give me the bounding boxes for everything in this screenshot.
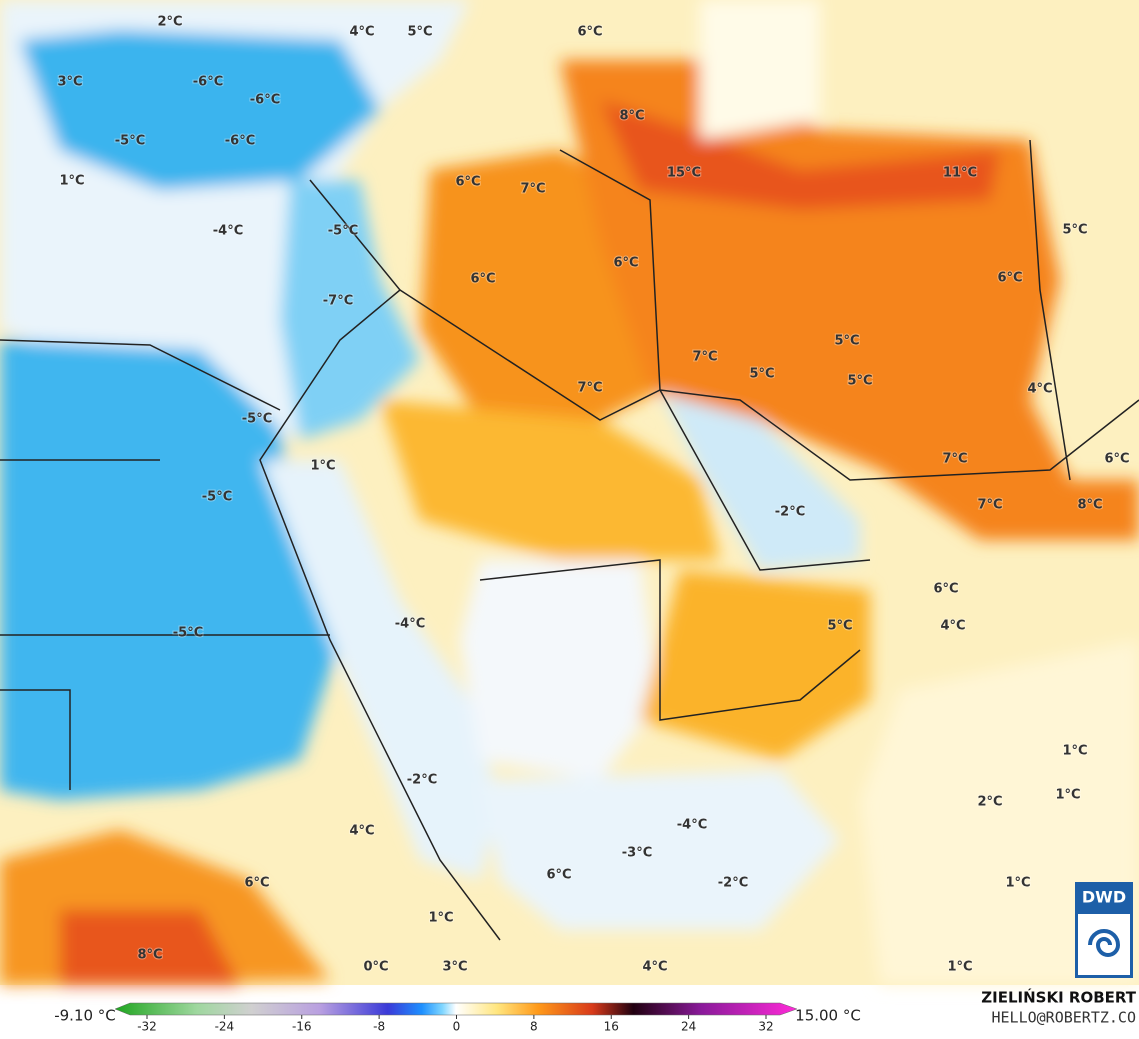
logo-text: DWD	[1082, 888, 1126, 907]
temperature-label: 5°C	[834, 334, 859, 349]
min-label: -9.10 °C	[54, 1007, 116, 1025]
temperature-label: 6°C	[244, 876, 269, 891]
temperature-label: 1°C	[1005, 876, 1030, 891]
colorbar-tick-label: -8	[373, 1020, 385, 1034]
temperature-label: -6°C	[193, 75, 223, 90]
temperature-label: -2°C	[775, 505, 805, 520]
temperature-label: 6°C	[455, 175, 480, 190]
temperature-label: 1°C	[428, 911, 453, 926]
logo-swirl	[1088, 929, 1121, 957]
temperature-label: -5°C	[328, 224, 358, 239]
temperature-label: 15°C	[667, 166, 701, 181]
temperature-label: -5°C	[115, 134, 145, 149]
temperature-label: 5°C	[827, 619, 852, 634]
colorbar: -9.10 °C 15.00 °C -32 -24 -16 -8 0 8 16 24 32	[54, 1002, 861, 1034]
temperature-label: -5°C	[202, 490, 232, 505]
colorbar-tick-label: -32	[137, 1020, 157, 1034]
temperature-label: -6°C	[250, 93, 280, 108]
temperature-labels: 2°C 4°C 5°C 6°C 3°C -6°C -6°C 8°C -5°C -6°C 1°C 6°C…	[56, 14, 1130, 976]
temperature-label: 7°C	[692, 350, 717, 365]
colorbar-tick-label: 24	[681, 1020, 696, 1034]
temperature-label: 6°C	[997, 271, 1022, 286]
temperature-label: 1°C	[1055, 788, 1080, 803]
colorbar-tick-label: -16	[292, 1020, 312, 1034]
temperature-label: -5°C	[173, 626, 203, 641]
colorbar-tick-label: -24	[215, 1020, 235, 1034]
temperature-label: 3°C	[442, 960, 467, 975]
temperature-label: -4°C	[395, 617, 425, 632]
temperature-label: -4°C	[213, 224, 243, 239]
temperature-label: 1°C	[1062, 744, 1087, 759]
colorbar-tick-label: 8	[530, 1020, 538, 1034]
temperature-label: 7°C	[942, 452, 967, 467]
temperature-label: 4°C	[349, 25, 374, 40]
temperature-label: 7°C	[577, 381, 602, 396]
borders	[0, 139, 1139, 941]
temperature-label: 8°C	[1077, 498, 1102, 513]
temperature-label: -7°C	[323, 294, 353, 309]
logo-inner	[1078, 914, 1130, 975]
temperature-label: 7°C	[520, 182, 545, 197]
max-label: 15.00 °C	[795, 1007, 861, 1025]
temperature-label: 6°C	[546, 868, 571, 883]
temperature-label: 6°C	[933, 582, 958, 597]
temperature-label: 5°C	[847, 374, 872, 389]
temperature-label: -6°C	[225, 134, 255, 149]
author: ZIELIŃSKI ROBERT	[981, 988, 1136, 1007]
temperature-label: 11°C	[943, 166, 977, 181]
temperature-label: 4°C	[1027, 382, 1052, 397]
temperature-label: -5°C	[242, 412, 272, 427]
temperature-label: -2°C	[718, 876, 748, 891]
temperature-label: 5°C	[1062, 223, 1087, 238]
temperature-label: 6°C	[470, 272, 495, 287]
temperature-label: 6°C	[577, 25, 602, 40]
contact: HELLO@ROBERTZ.CO	[992, 1009, 1137, 1027]
temperature-label: 5°C	[407, 25, 432, 40]
temperature-label: -3°C	[622, 846, 652, 861]
temperature-label: 0°C	[363, 960, 388, 975]
temperature-label: 3°C	[57, 75, 82, 90]
temperature-label: -2°C	[407, 773, 437, 788]
temperature-fields	[0, 0, 1139, 985]
temperature-label: 5°C	[749, 367, 774, 382]
temperature-label: 4°C	[940, 619, 965, 634]
temperature-label: 8°C	[137, 948, 162, 963]
temperature-label: 6°C	[613, 256, 638, 271]
colorbar-tick-label: 0	[453, 1020, 461, 1034]
temperature-label: 4°C	[642, 960, 667, 975]
temperature-label: 1°C	[310, 459, 335, 474]
temperature-label: 1°C	[947, 960, 972, 975]
colorbar-tick-label: 16	[604, 1020, 619, 1034]
temperature-label: 7°C	[977, 498, 1002, 513]
colorbar-tick-label: 32	[758, 1020, 773, 1034]
temperature-label: 2°C	[977, 795, 1002, 810]
temperature-label: -4°C	[677, 818, 707, 833]
temperature-label: 2°C	[157, 15, 182, 30]
map-area: DWD	[0, 0, 1139, 985]
temperature-label: 4°C	[349, 824, 374, 839]
temperature-label: 8°C	[619, 109, 644, 124]
temperature-label: 1°C	[59, 174, 84, 189]
temperature-label: 6°C	[1104, 452, 1129, 467]
colorbar-scale	[114, 1002, 798, 1016]
